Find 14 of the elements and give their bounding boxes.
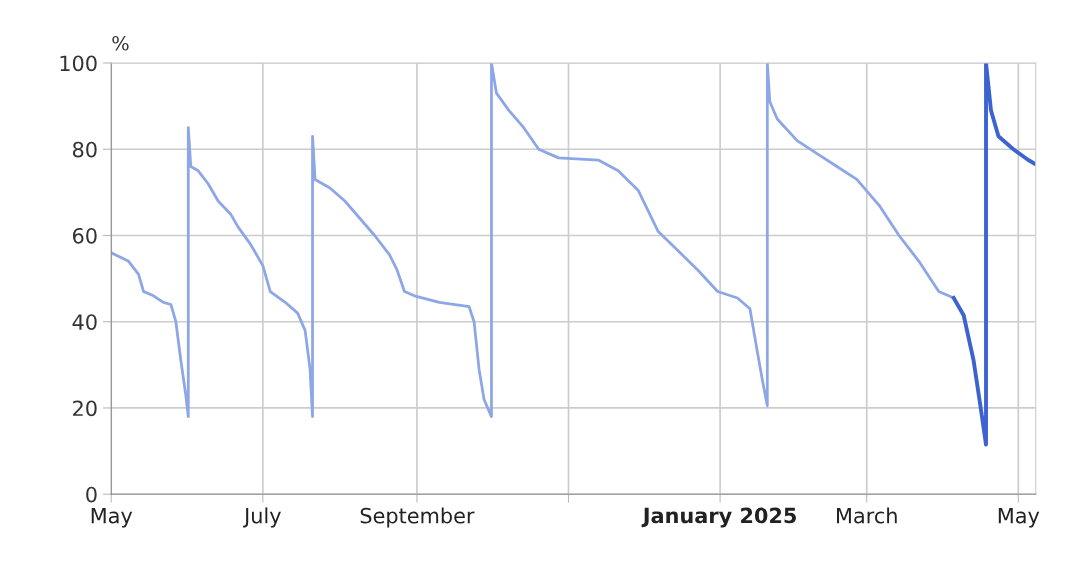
y-axis-title: % <box>112 35 129 51</box>
x-tick-label: July <box>243 507 281 528</box>
y-tick-label: 0 <box>86 486 97 503</box>
x-tick-label: March <box>837 507 897 524</box>
x-tick-label: September <box>360 507 475 528</box>
x-tick-label: May <box>91 508 133 528</box>
y-tick-label: 60 <box>72 227 97 244</box>
y-tick-label: 20 <box>73 400 97 417</box>
line-series <box>951 63 1036 447</box>
y-tick-label: 40 <box>72 314 97 330</box>
y-tick-label: 80 <box>72 141 97 158</box>
x-tick-label: January 2025 <box>641 507 796 528</box>
y-tick-label: 100 <box>60 55 97 72</box>
x-tick-label: May <box>998 508 1040 528</box>
